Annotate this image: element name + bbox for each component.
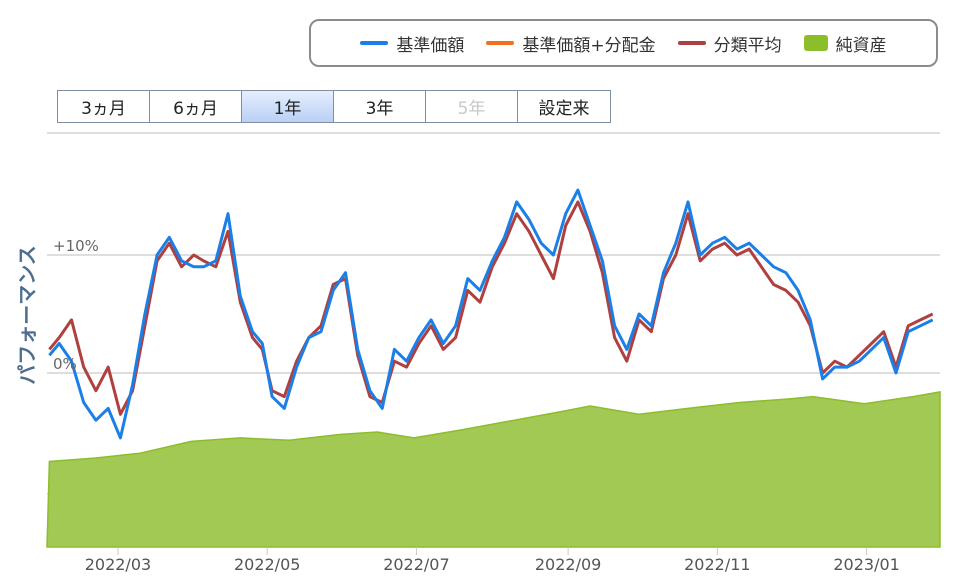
category-average-line (48, 200, 934, 416)
x-tick-label-5: 2023/01 (833, 555, 899, 574)
legend-swatch-category-average (677, 41, 706, 45)
range-button-1y[interactable]: 1年 (242, 91, 334, 122)
x-tick-label-2: 2022/07 (383, 555, 449, 574)
legend-swatch-net-assets (803, 35, 828, 51)
legend-label-nav: 基準価額 (396, 35, 465, 56)
y-tick-labels: +10% 0% (53, 237, 99, 373)
y-tick-label-1: 0% (53, 355, 77, 373)
chart-legend: 基準価額 基準価額+分配金 分類平均 純資産 (309, 19, 938, 67)
performance-lines (48, 188, 934, 440)
legend-label-nav-with-dividends: 基準価額+分配金 (522, 35, 656, 56)
legend-swatch-nav (360, 41, 389, 45)
range-button-3y[interactable]: 3年 (334, 91, 426, 122)
y-tick-label-0: +10% (53, 237, 99, 255)
x-tick-label-1: 2022/05 (234, 555, 300, 574)
range-button-5y: 5年 (426, 91, 518, 122)
y-axis-title: パフォーマンス (15, 245, 39, 385)
range-button-since-inception[interactable]: 設定来 (518, 91, 610, 122)
range-selector: 3ヵ月 6ヵ月 1年 3年 5年 設定来 (57, 90, 611, 123)
range-button-3m[interactable]: 3ヵ月 (58, 91, 150, 122)
range-button-6m[interactable]: 6ヵ月 (150, 91, 242, 122)
legend-label-net-assets: 純資産 (835, 35, 887, 56)
legend-swatch-nav-with-dividends (486, 41, 515, 45)
net-assets-area (46, 391, 941, 548)
x-tick-label-0: 2022/03 (85, 555, 151, 574)
net-assets-area-fill (46, 391, 941, 548)
x-tick-label-3: 2022/09 (535, 555, 601, 574)
nav-line (48, 188, 934, 440)
legend-item-nav[interactable]: 基準価額 (360, 31, 464, 56)
legend-item-category-average[interactable]: 分類平均 (677, 31, 782, 56)
legend-item-nav-with-dividends[interactable]: 基準価額+分配金 (486, 31, 656, 56)
x-tick-label-4: 2022/11 (684, 555, 750, 574)
legend-item-net-assets[interactable]: 純資産 (803, 31, 887, 56)
x-tick-labels: 2022/03 2022/05 2022/07 2022/09 2022/11 2023/… (85, 547, 900, 574)
legend-label-category-average: 分類平均 (713, 35, 782, 56)
